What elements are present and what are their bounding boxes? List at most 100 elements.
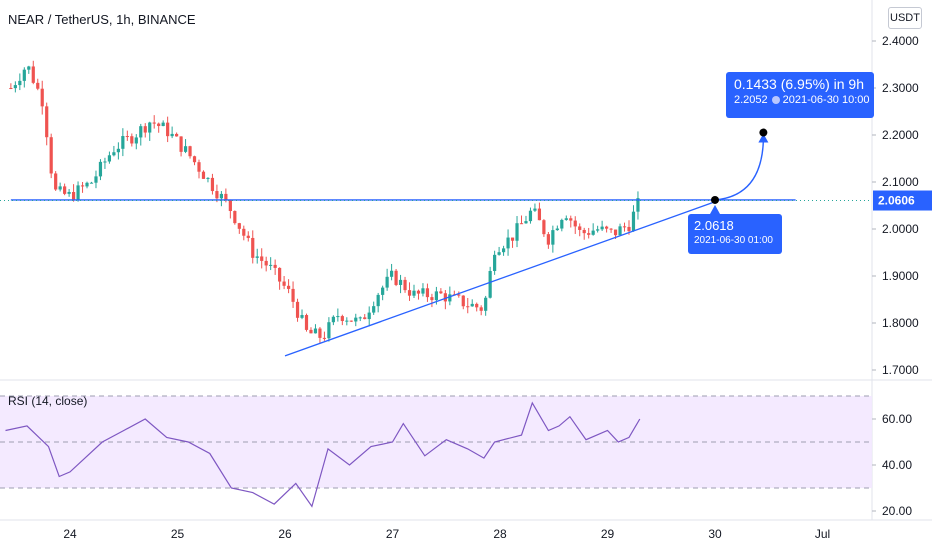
candle-body bbox=[564, 218, 568, 220]
candle-body bbox=[331, 316, 335, 323]
candle-body bbox=[555, 228, 559, 231]
candle-body bbox=[407, 290, 412, 296]
candle-body bbox=[215, 191, 219, 199]
candle-body bbox=[587, 233, 591, 235]
candle-body bbox=[528, 210, 533, 222]
candle-body bbox=[506, 237, 510, 249]
candle-body bbox=[242, 228, 246, 236]
candle-body bbox=[412, 290, 416, 296]
candle-body bbox=[183, 146, 188, 152]
candle-body bbox=[313, 328, 318, 334]
price-tick-label: 2.2000 bbox=[882, 128, 919, 142]
candle-body bbox=[233, 211, 237, 224]
candle-body bbox=[300, 315, 304, 318]
candle-body bbox=[192, 156, 197, 163]
candle-body bbox=[157, 123, 161, 127]
candle-body bbox=[591, 230, 595, 235]
candle-body bbox=[13, 85, 17, 89]
candle-body bbox=[201, 171, 206, 179]
time-tick-label: 27 bbox=[386, 527, 400, 541]
candle-body bbox=[58, 186, 62, 190]
candle-body bbox=[622, 226, 627, 228]
rsi-tick-label: 40.00 bbox=[882, 458, 912, 472]
projection-start-point bbox=[711, 195, 719, 204]
candle-body bbox=[107, 155, 112, 162]
candle-body bbox=[22, 69, 26, 81]
candle-body bbox=[36, 82, 40, 89]
candle-body bbox=[546, 234, 550, 245]
candle-body bbox=[336, 316, 340, 318]
candle-body bbox=[327, 322, 331, 339]
candle-body bbox=[510, 237, 515, 241]
candle-body bbox=[152, 122, 156, 124]
candle-body bbox=[179, 136, 183, 152]
candle-body bbox=[596, 229, 600, 231]
candle-body bbox=[188, 146, 192, 157]
candle-body bbox=[166, 122, 170, 137]
candle-body bbox=[130, 136, 134, 144]
time-tick-label: 30 bbox=[708, 527, 722, 541]
candle-body bbox=[524, 221, 528, 224]
rsi-line bbox=[5, 401, 641, 508]
projection-target-price: 2.2052 bbox=[734, 94, 768, 106]
candle-body bbox=[40, 88, 44, 107]
candle-body bbox=[228, 200, 232, 212]
candle-body bbox=[304, 315, 309, 330]
candle-body bbox=[421, 288, 425, 294]
candle-body bbox=[80, 185, 85, 187]
candle-body bbox=[627, 226, 631, 232]
candle-body bbox=[103, 161, 107, 163]
candle-body bbox=[340, 316, 344, 322]
candle-body bbox=[582, 229, 586, 234]
candle-body bbox=[354, 317, 358, 322]
candle-body bbox=[161, 122, 165, 127]
candle-body bbox=[385, 276, 389, 288]
candle-body bbox=[542, 220, 546, 235]
candle-body bbox=[89, 182, 94, 184]
projection-target-label: 0.1433 (6.95%) in 9h 2.2052 2021-06-30 10… bbox=[726, 72, 874, 118]
rsi-indicator-label[interactable]: RSI (14, close) bbox=[8, 394, 88, 408]
candle-body bbox=[497, 252, 501, 255]
time-tick-label: 28 bbox=[493, 527, 507, 541]
candle-body bbox=[224, 193, 228, 201]
candle-body bbox=[269, 264, 273, 266]
candle-body bbox=[27, 66, 31, 70]
candle-body bbox=[255, 256, 259, 258]
candle-body bbox=[479, 307, 483, 311]
candle-body bbox=[318, 328, 322, 338]
candle-body bbox=[170, 133, 174, 137]
candle-body bbox=[291, 288, 295, 302]
candle-body bbox=[76, 185, 80, 200]
candle-body bbox=[125, 136, 129, 138]
candle-body bbox=[394, 270, 398, 285]
price-tick-label: 1.7000 bbox=[882, 363, 919, 377]
candle-body bbox=[63, 186, 67, 194]
candle-body bbox=[273, 264, 277, 268]
candle-body bbox=[197, 162, 201, 172]
projection-curve bbox=[714, 140, 765, 201]
candle-body bbox=[448, 294, 452, 302]
candle-body bbox=[443, 293, 447, 302]
candle-body bbox=[148, 122, 152, 133]
candle-body bbox=[416, 290, 421, 294]
projection-target-details: 2.2052 2021-06-30 10:00 bbox=[734, 94, 870, 106]
projection-origin-label: 2.0618 2021-06-30 01:00 bbox=[688, 214, 782, 254]
price-tick-label: 2.4000 bbox=[882, 34, 919, 48]
currency-badge[interactable]: USDT bbox=[888, 7, 922, 29]
candle-body bbox=[246, 235, 250, 238]
projection-origin-price: 2.0618 bbox=[694, 218, 734, 233]
candle-body bbox=[457, 294, 461, 296]
candle-body bbox=[501, 248, 506, 253]
time-tick-label: 25 bbox=[171, 527, 185, 541]
candle-body bbox=[139, 126, 143, 138]
time-tick-label: Jul bbox=[815, 527, 830, 541]
candle-body bbox=[551, 230, 555, 245]
candle-body bbox=[286, 285, 291, 289]
candle-body bbox=[475, 303, 479, 308]
candle-body bbox=[309, 329, 313, 334]
candle-body bbox=[519, 223, 524, 225]
candle-body bbox=[573, 220, 577, 227]
rsi-tick-label: 60.00 bbox=[882, 412, 912, 426]
candle-body bbox=[71, 191, 76, 200]
